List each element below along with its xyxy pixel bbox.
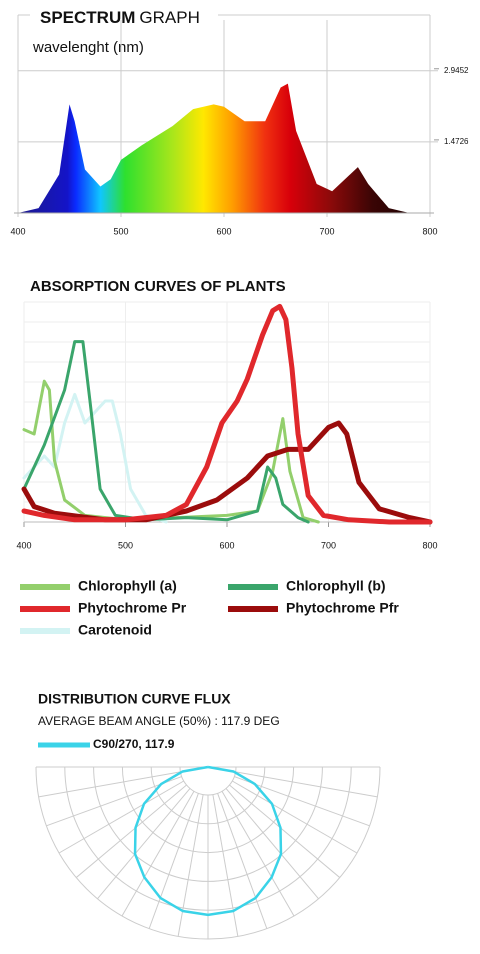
chart-title: DISTRIBUTION CURVE FLUX: [38, 691, 231, 707]
legend-label: Phytochrome Pfr: [286, 600, 399, 616]
polar-spoke: [229, 784, 341, 878]
x-tick-label: 700: [319, 226, 334, 236]
title-suffix: GRAPH: [139, 8, 199, 27]
polar-spoke: [148, 793, 199, 929]
polar-spoke: [177, 794, 204, 937]
curve: [22, 392, 168, 524]
title: SPECTRUM: [40, 8, 135, 27]
chart-subtitle: AVERAGE BEAM ANGLE (50%) : 117.9 DEG: [38, 714, 280, 728]
x-tick-label: 800: [422, 540, 437, 550]
x-tick-label: 500: [113, 226, 128, 236]
spectrum-area: [18, 83, 430, 213]
polar-spoke: [75, 784, 187, 878]
y-tick-label: 2.9452: [444, 66, 469, 75]
legend-label: Phytochrome Pr: [78, 600, 187, 616]
legend-label: Carotenoid: [78, 622, 152, 638]
polar-spoke: [212, 794, 239, 937]
legend-label: Chlorophyll (a): [78, 578, 177, 594]
y-tick-label: 1.4726: [444, 137, 469, 146]
polar-curve: [133, 765, 283, 917]
polar-spoke: [217, 793, 268, 929]
polar-spoke: [221, 790, 295, 917]
legend-label: Chlorophyll (b): [286, 578, 386, 594]
spectrum-title: SPECTRUM GRAPH: [40, 8, 200, 27]
x-tick-label: 700: [321, 540, 336, 550]
polar-spoke: [97, 788, 191, 900]
x-axis-label: wavelenght (nm): [32, 39, 144, 56]
polar-spoke: [225, 788, 319, 900]
legend-label: C90/270, 117.9: [93, 737, 175, 751]
chart-title: ABSORPTION CURVES OF PLANTS: [30, 278, 286, 295]
x-tick-label: 400: [10, 226, 25, 236]
polar-spoke: [58, 780, 185, 854]
curve: [22, 340, 310, 524]
x-tick-label: 400: [16, 540, 31, 550]
polar-spoke: [121, 790, 195, 917]
x-tick-label: 800: [422, 226, 437, 236]
x-tick-label: 600: [216, 226, 231, 236]
x-tick-label: 600: [219, 540, 234, 550]
polar-spoke: [235, 771, 378, 798]
polar-spoke: [38, 771, 181, 798]
polar-spoke: [231, 780, 358, 854]
x-tick-label: 500: [118, 540, 133, 550]
curve: [21, 303, 433, 525]
